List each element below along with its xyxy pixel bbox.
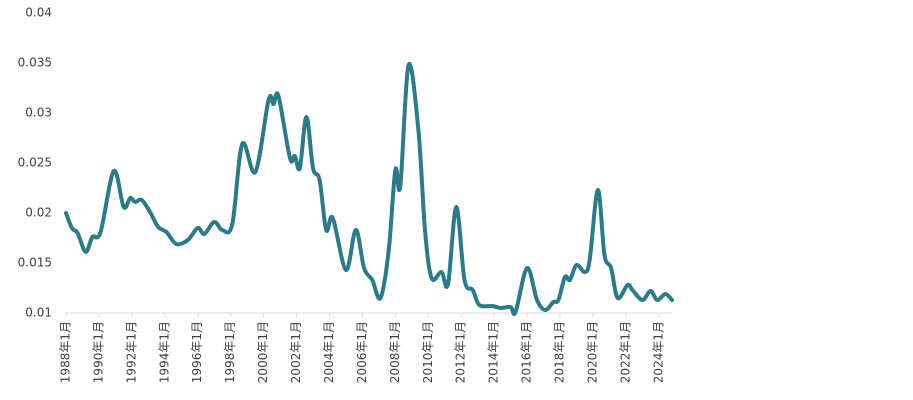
x-tick-label: 1992年1月	[124, 321, 138, 383]
x-tick-label: 2024年1月	[651, 321, 665, 383]
x-tick-label: 1990年1月	[91, 321, 105, 383]
y-tick-label: 0.025	[18, 156, 52, 170]
x-tick-label: 2010年1月	[421, 321, 435, 383]
x-tick-label: 1998年1月	[223, 321, 237, 383]
x-tick-label: 1994年1月	[157, 321, 171, 383]
x-tick-label: 2006年1月	[355, 321, 369, 383]
line	[64, 61, 674, 317]
x-tick-label: 1996年1月	[190, 321, 204, 383]
x-tick-label: 2016年1月	[520, 321, 534, 383]
y-tick-label: 0.03	[25, 106, 52, 120]
x-tick-label: 2004年1月	[322, 321, 336, 383]
y-tick-label: 0.01	[25, 306, 52, 320]
x-tick-label: 2000年1月	[256, 321, 270, 383]
y-tick-label: 0.035	[18, 56, 52, 70]
y-tick-label: 0.015	[18, 256, 52, 270]
y-tick-label: 0.02	[25, 206, 52, 220]
x-tick-label: 2018年1月	[553, 321, 567, 383]
x-tick-label: 2008年1月	[388, 321, 402, 383]
x-tick-label: 2014年1月	[487, 321, 501, 383]
x-tick-label: 2002年1月	[289, 321, 303, 383]
x-tick-label: 1988年1月	[59, 321, 73, 383]
y-tick-label: 0.04	[25, 6, 52, 20]
x-tick-label: 2022年1月	[618, 321, 632, 383]
x-tick-label: 2012年1月	[454, 321, 468, 383]
x-tick-label: 2020年1月	[585, 321, 599, 383]
